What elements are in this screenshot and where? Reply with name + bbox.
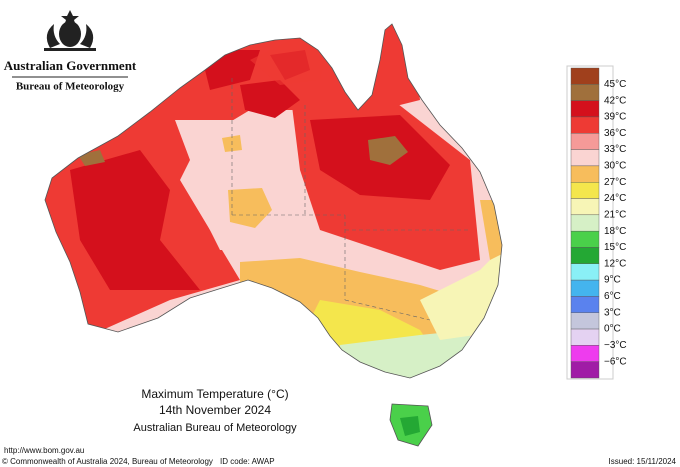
- legend-label: 42°C: [604, 95, 626, 106]
- source: Australian Bureau of Meteorology: [133, 422, 297, 434]
- coastline: [44, 23, 503, 379]
- date: 14th November 2024: [159, 403, 271, 417]
- legend-swatch: [570, 263, 600, 281]
- legend: 45°C 42°C 39°C 36°C 33°C 30°C 27°C 24°C 21°C 18°C…: [570, 67, 627, 379]
- legend-label: 6°C: [604, 291, 621, 302]
- legend-swatch: [570, 149, 600, 167]
- legend-swatch: [570, 230, 600, 248]
- legend-frame: [566, 65, 614, 380]
- legend-swatch: [570, 279, 600, 297]
- legend-swatch: [570, 247, 600, 264]
- legend-label: 39°C: [604, 112, 626, 123]
- legend-swatch: [570, 165, 600, 183]
- legend-label: −6°C: [604, 356, 627, 367]
- legend-label: 36°C: [604, 128, 626, 139]
- legend-swatch: [570, 214, 600, 232]
- legend-label: 24°C: [604, 193, 626, 204]
- legend-swatch: [570, 198, 600, 216]
- legend-swatch: [570, 328, 600, 346]
- legend-swatch: [570, 312, 600, 330]
- coat-of-arms: [44, 10, 96, 51]
- legend-swatch: [570, 182, 600, 199]
- legend-swatch: [570, 116, 600, 134]
- id-code: ID code: AWAP: [220, 457, 275, 466]
- legend-label: 30°C: [604, 161, 626, 172]
- legend-label: 9°C: [604, 275, 621, 286]
- legend-swatch: [570, 361, 600, 379]
- agency: Australian Government: [4, 58, 137, 73]
- legend-swatch: [570, 296, 600, 313]
- legend-swatch: [570, 84, 600, 101]
- copyright: © Commonwealth of Australia 2024, Bureau…: [2, 457, 213, 466]
- legend-label: 0°C: [604, 324, 621, 335]
- legend-label: 45°C: [604, 79, 626, 90]
- legend-swatch: [570, 100, 600, 118]
- legend-label: −3°C: [604, 340, 627, 351]
- url: http://www.bom.gov.au: [4, 446, 84, 455]
- tasmania-highlands: [400, 416, 420, 436]
- legend-label: 15°C: [604, 242, 626, 253]
- temperature-map: [45, 24, 502, 378]
- legend-swatch: [570, 345, 600, 362]
- legend-swatch: [570, 67, 600, 85]
- legend-label: 33°C: [604, 144, 626, 155]
- legend-label: 12°C: [604, 258, 626, 269]
- title: Maximum Temperature (°C): [141, 387, 288, 401]
- bureau: Bureau of Meteorology: [16, 81, 125, 93]
- legend-label: 21°C: [604, 209, 626, 220]
- legend-swatch: [570, 133, 600, 150]
- issued: Issued: 15/11/2024: [609, 457, 677, 466]
- legend-label: 3°C: [604, 307, 621, 318]
- legend-label: 18°C: [604, 226, 626, 237]
- legend-label: 27°C: [604, 177, 626, 188]
- state-borders: [231, 78, 470, 321]
